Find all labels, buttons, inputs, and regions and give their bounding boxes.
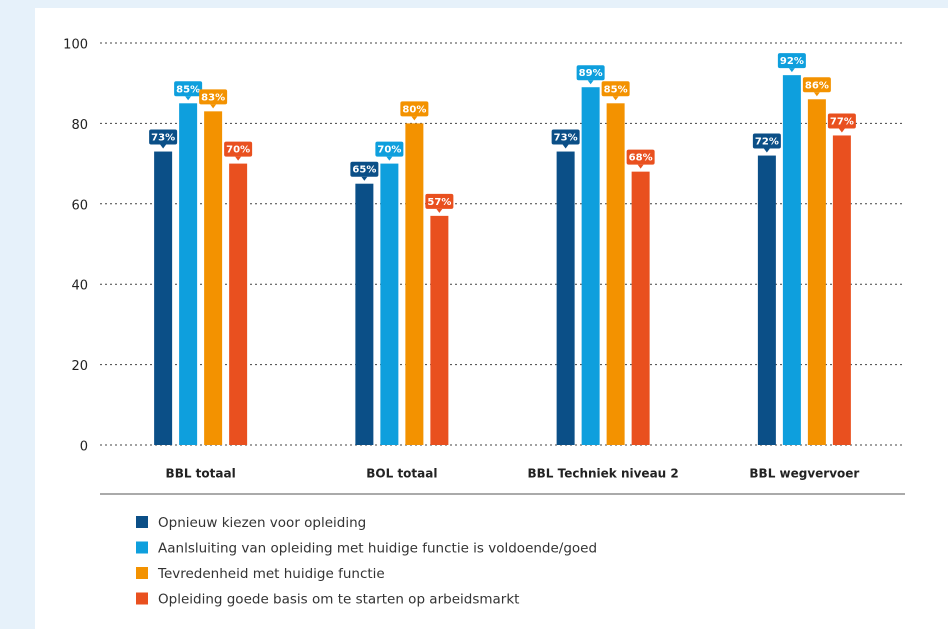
bar bbox=[430, 215, 449, 445]
bar bbox=[204, 111, 223, 445]
value-label-pointer bbox=[436, 208, 443, 213]
value-label: 65% bbox=[352, 165, 376, 176]
value-label-pointer bbox=[788, 68, 795, 73]
legend-swatch bbox=[136, 516, 148, 528]
value-label: 70% bbox=[377, 145, 401, 156]
value-label-bg bbox=[752, 133, 781, 149]
bar bbox=[581, 87, 600, 445]
legend-swatch bbox=[136, 567, 148, 579]
bar bbox=[606, 103, 625, 446]
bar bbox=[229, 163, 248, 445]
value-label: 73% bbox=[554, 133, 578, 144]
bar bbox=[355, 183, 374, 445]
value-label-bg bbox=[149, 129, 178, 145]
value-label-bg bbox=[350, 161, 379, 177]
value-label-pointer bbox=[411, 116, 418, 121]
value-label-pointer bbox=[612, 96, 619, 101]
y-tick-label: 80 bbox=[71, 118, 88, 133]
y-tick-label: 0 bbox=[80, 440, 88, 455]
value-label-bg bbox=[576, 65, 605, 81]
value-label-bg bbox=[224, 141, 253, 157]
value-label-bg bbox=[802, 77, 831, 93]
value-label: 85% bbox=[176, 84, 200, 95]
legend-label: Opleiding goede basis om te starten op a… bbox=[158, 592, 519, 608]
x-tick-label: BBL Techniek niveau 2 bbox=[528, 467, 679, 481]
y-tick-label: 60 bbox=[71, 198, 88, 213]
x-tick-label: BOL totaal bbox=[366, 467, 437, 481]
value-label-pointer bbox=[386, 156, 393, 161]
value-label: 72% bbox=[755, 137, 779, 148]
legend-label: Aanlsluiting van opleiding met huidige f… bbox=[158, 541, 597, 557]
bar bbox=[154, 151, 173, 446]
legend-swatch bbox=[136, 592, 148, 605]
value-label-bg bbox=[827, 113, 856, 129]
value-label: 68% bbox=[629, 153, 653, 164]
value-label-pointer bbox=[763, 148, 770, 153]
value-label-pointer bbox=[637, 164, 644, 169]
value-label: 85% bbox=[604, 84, 628, 95]
y-tick-label: 20 bbox=[71, 359, 88, 374]
x-tick-label: BBL totaal bbox=[166, 467, 236, 481]
value-label: 86% bbox=[805, 80, 829, 91]
bar bbox=[179, 103, 198, 446]
value-label-pointer bbox=[160, 144, 167, 149]
value-label-pointer bbox=[185, 96, 192, 101]
y-tick-label: 100 bbox=[63, 38, 88, 53]
value-label-pointer bbox=[838, 128, 845, 133]
value-label-pointer bbox=[813, 92, 820, 97]
bar bbox=[631, 171, 650, 445]
value-label-bg bbox=[601, 81, 630, 97]
bar bbox=[405, 123, 424, 446]
bar bbox=[807, 99, 826, 445]
value-label-bg bbox=[400, 101, 429, 117]
value-label: 92% bbox=[780, 56, 804, 67]
value-label-pointer bbox=[587, 80, 594, 85]
value-label-bg bbox=[425, 193, 454, 209]
legend-swatch bbox=[136, 541, 148, 554]
bar bbox=[380, 163, 399, 445]
bar bbox=[832, 135, 851, 445]
value-label-pointer bbox=[235, 156, 242, 161]
value-label-bg bbox=[777, 53, 806, 69]
value-label-pointer bbox=[361, 176, 368, 181]
value-label-pointer bbox=[562, 144, 569, 149]
y-tick-label: 40 bbox=[71, 279, 88, 294]
value-label: 73% bbox=[151, 133, 175, 144]
value-label-pointer bbox=[210, 104, 217, 109]
value-label-bg bbox=[375, 141, 404, 157]
bar bbox=[556, 151, 575, 446]
value-label: 83% bbox=[201, 92, 225, 103]
value-label: 57% bbox=[427, 197, 451, 208]
value-label: 80% bbox=[402, 104, 426, 115]
x-tick-label: BBL wegvervoer bbox=[749, 467, 859, 481]
value-label: 70% bbox=[226, 145, 250, 156]
legend-label: Tevredenheid met huidige functie bbox=[157, 566, 385, 582]
value-label-bg bbox=[626, 149, 655, 165]
value-label-bg bbox=[174, 81, 203, 97]
value-label: 77% bbox=[830, 116, 854, 127]
value-label: 89% bbox=[579, 68, 603, 79]
bar bbox=[757, 155, 776, 445]
bar bbox=[782, 75, 801, 445]
legend-label: Opnieuw kiezen voor opleiding bbox=[158, 515, 366, 531]
value-label-bg bbox=[199, 89, 228, 105]
value-label-bg bbox=[551, 129, 580, 145]
